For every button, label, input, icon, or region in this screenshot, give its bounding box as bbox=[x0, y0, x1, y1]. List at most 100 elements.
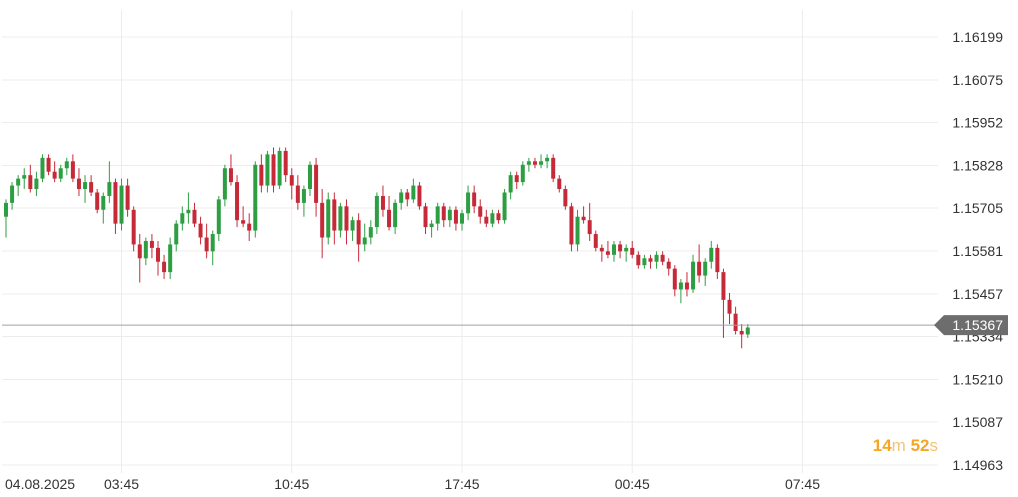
candle bbox=[618, 240, 623, 259]
candle-body bbox=[46, 157, 51, 172]
candle-body bbox=[532, 161, 537, 165]
x-tick-label: 10:45 bbox=[274, 476, 309, 492]
candle bbox=[727, 292, 732, 325]
candle bbox=[235, 175, 240, 228]
candle-body bbox=[502, 192, 507, 221]
candle bbox=[472, 185, 477, 214]
candle-body bbox=[599, 247, 604, 252]
candle bbox=[314, 157, 319, 217]
candle bbox=[703, 258, 708, 286]
candle-body bbox=[672, 268, 677, 290]
candle-body bbox=[636, 254, 641, 266]
current-price-badge: 1.15367 bbox=[934, 315, 1008, 336]
candle bbox=[715, 244, 720, 280]
candle-body bbox=[326, 199, 331, 238]
candle-body bbox=[271, 154, 276, 186]
candle-body bbox=[344, 206, 349, 231]
candle-body bbox=[10, 185, 15, 203]
candle bbox=[277, 147, 282, 190]
candle-body bbox=[684, 282, 689, 290]
candle-body bbox=[308, 164, 312, 190]
candle bbox=[405, 189, 410, 207]
candle-body bbox=[338, 206, 343, 231]
candle-body bbox=[174, 223, 179, 245]
candle bbox=[180, 206, 185, 231]
candle bbox=[666, 258, 671, 276]
y-tick-label: 1.15087 bbox=[952, 414, 1003, 430]
candle bbox=[545, 154, 550, 169]
x-tick-label: 04.08.2025 bbox=[5, 476, 75, 492]
candle bbox=[721, 268, 726, 338]
candle-body bbox=[149, 240, 154, 248]
candle-body bbox=[143, 240, 148, 259]
candle bbox=[186, 192, 191, 224]
candle bbox=[672, 265, 677, 297]
candle bbox=[350, 216, 355, 241]
candle bbox=[557, 175, 562, 193]
candle bbox=[733, 306, 738, 335]
candle-body bbox=[228, 168, 233, 183]
candle bbox=[587, 202, 592, 241]
candle bbox=[332, 192, 337, 245]
candle-body bbox=[70, 161, 75, 179]
candle-body bbox=[642, 258, 647, 266]
candle-body bbox=[101, 195, 106, 210]
candle-body bbox=[605, 251, 610, 255]
candle bbox=[137, 234, 142, 283]
candle-body bbox=[368, 227, 373, 238]
y-tick-label: 1.15952 bbox=[952, 115, 1003, 131]
candle-body bbox=[107, 182, 112, 196]
x-axis: 04.08.2025 03:45 10:45 17:45 00:45 07:45 bbox=[5, 476, 820, 492]
candle bbox=[429, 220, 434, 238]
candle-body bbox=[423, 206, 428, 228]
candle-body bbox=[332, 199, 337, 231]
candle bbox=[131, 206, 136, 252]
candle bbox=[58, 164, 63, 183]
candle-body bbox=[441, 206, 446, 221]
candle bbox=[174, 220, 179, 252]
candle-body bbox=[113, 182, 118, 224]
candle-body bbox=[253, 164, 258, 231]
x-tick-label: 00:45 bbox=[615, 476, 650, 492]
timer-minutes-unit: m bbox=[891, 436, 906, 455]
grid-lines bbox=[2, 10, 938, 473]
candle bbox=[447, 206, 452, 228]
candle bbox=[265, 150, 270, 193]
candle-body bbox=[715, 247, 720, 273]
candle-body bbox=[593, 234, 598, 248]
candle bbox=[204, 223, 209, 259]
candle bbox=[326, 192, 331, 245]
candle bbox=[4, 199, 8, 238]
candle-body bbox=[490, 213, 495, 224]
candle bbox=[563, 185, 568, 210]
candle bbox=[399, 189, 404, 210]
candle-body bbox=[295, 185, 300, 203]
candle bbox=[149, 234, 154, 259]
timer-seconds-unit: s bbox=[929, 436, 939, 455]
candle-body bbox=[417, 185, 422, 207]
candle-body bbox=[283, 150, 288, 176]
candle bbox=[320, 189, 325, 259]
candle bbox=[362, 223, 367, 252]
candle bbox=[478, 199, 483, 224]
candle bbox=[283, 147, 288, 183]
candle-body bbox=[581, 216, 586, 221]
candle bbox=[228, 154, 233, 186]
candle-body bbox=[429, 223, 434, 228]
candle bbox=[599, 244, 604, 262]
candle bbox=[259, 154, 264, 193]
candle-body bbox=[612, 244, 616, 255]
candle bbox=[484, 209, 489, 228]
candle-body bbox=[630, 247, 635, 255]
candle bbox=[28, 164, 33, 193]
candle-body bbox=[216, 199, 221, 235]
candle bbox=[22, 168, 27, 190]
candle-body bbox=[83, 182, 88, 190]
candle bbox=[642, 254, 647, 269]
candle bbox=[162, 254, 167, 280]
candle-body bbox=[265, 154, 270, 186]
x-tick-label: 07:45 bbox=[785, 476, 820, 492]
candle bbox=[222, 164, 227, 207]
candle-body bbox=[484, 216, 489, 224]
